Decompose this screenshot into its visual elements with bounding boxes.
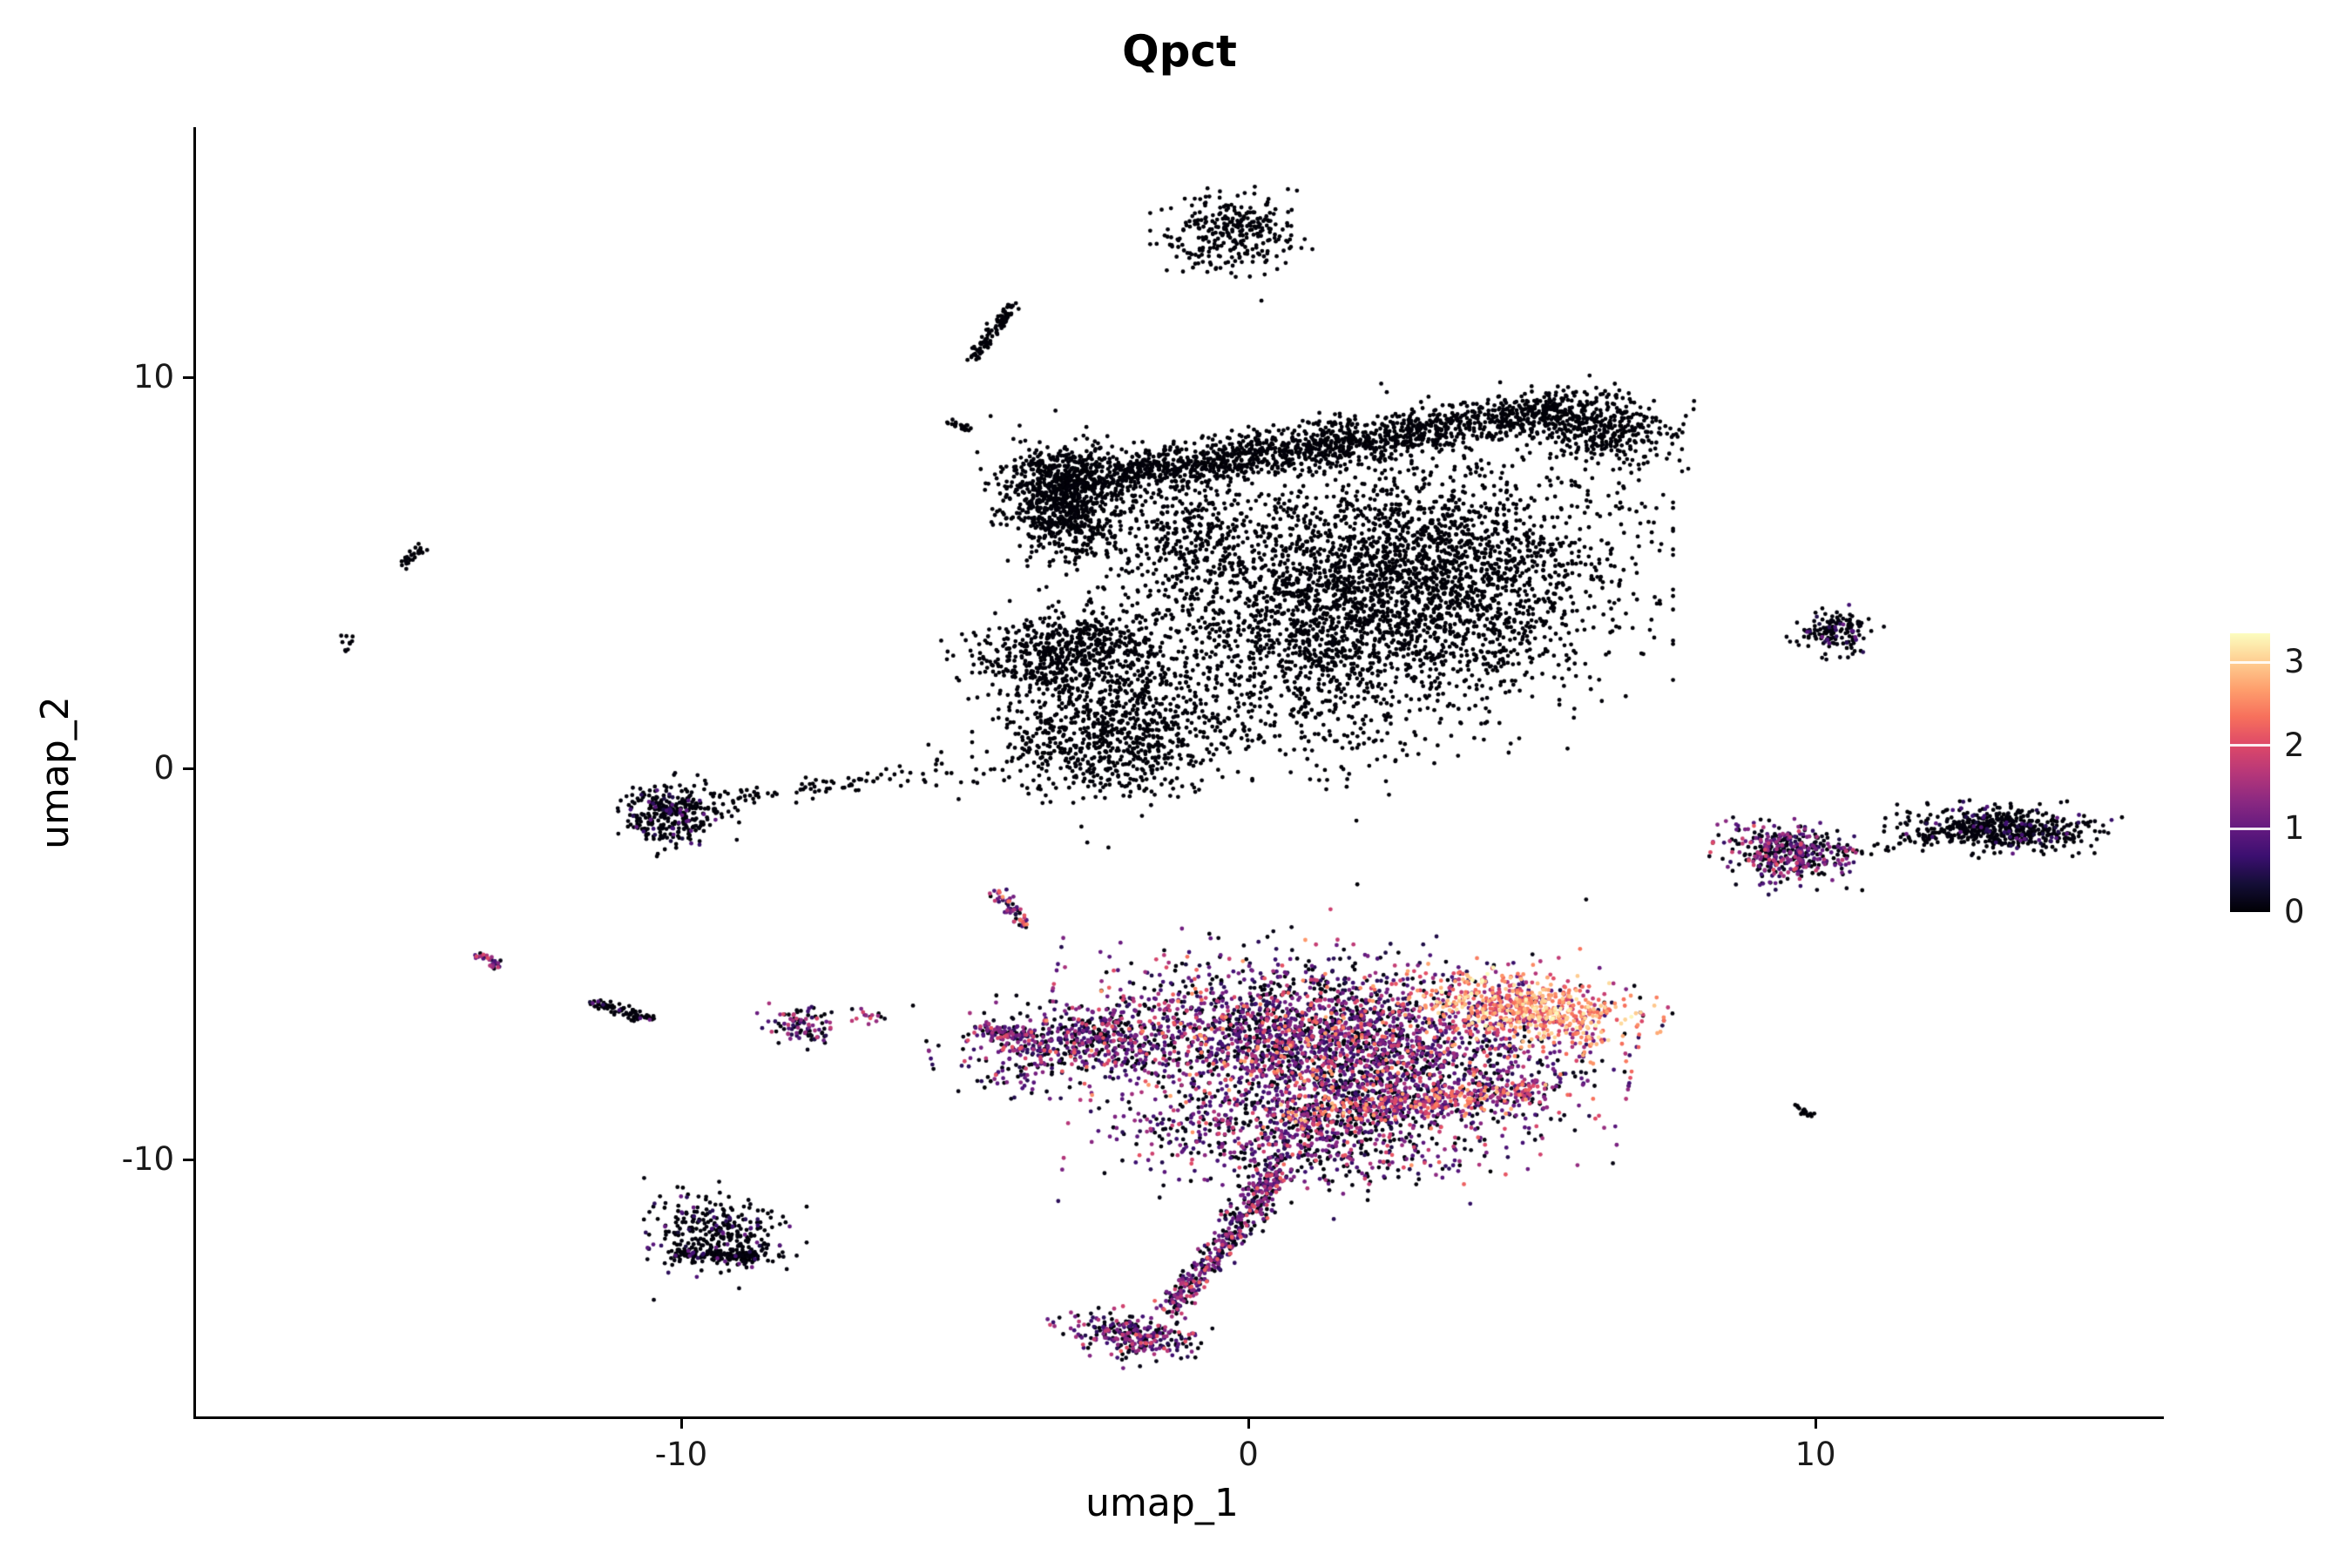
x-axis-title: umap_1: [1085, 1481, 1239, 1525]
x-tick-label: -10: [654, 1436, 708, 1473]
colorbar-tick-mark: [2230, 660, 2270, 664]
y-tick-label: -10: [121, 1140, 174, 1178]
y-tick-mark: [183, 375, 195, 379]
x-tick-label: 0: [1238, 1436, 1259, 1473]
x-tick-mark: [679, 1416, 683, 1429]
colorbar-gradient: [2230, 633, 2270, 912]
x-tick-mark: [1247, 1416, 1250, 1429]
colorbar-tick-mark: [2230, 827, 2270, 830]
colorbar-tick-label: 2: [2284, 726, 2305, 764]
y-tick-label: 10: [132, 358, 174, 395]
colorbar-tick-label: 3: [2284, 643, 2305, 681]
y-tick-mark: [183, 767, 195, 770]
x-axis-line: [193, 1416, 2164, 1419]
x-tick-mark: [1814, 1416, 1817, 1429]
x-tick-label: 10: [1794, 1436, 1836, 1473]
y-tick-label: 0: [153, 749, 174, 787]
colorbar-tick-label: 1: [2284, 809, 2305, 848]
y-axis-line: [193, 127, 196, 1419]
plot-title: Qpct: [1122, 26, 1237, 77]
y-axis-title: umap_2: [33, 696, 78, 849]
colorbar-tick-label: 0: [2284, 893, 2305, 930]
colorbar-tick-mark: [2230, 744, 2270, 747]
y-tick-mark: [183, 1158, 195, 1161]
